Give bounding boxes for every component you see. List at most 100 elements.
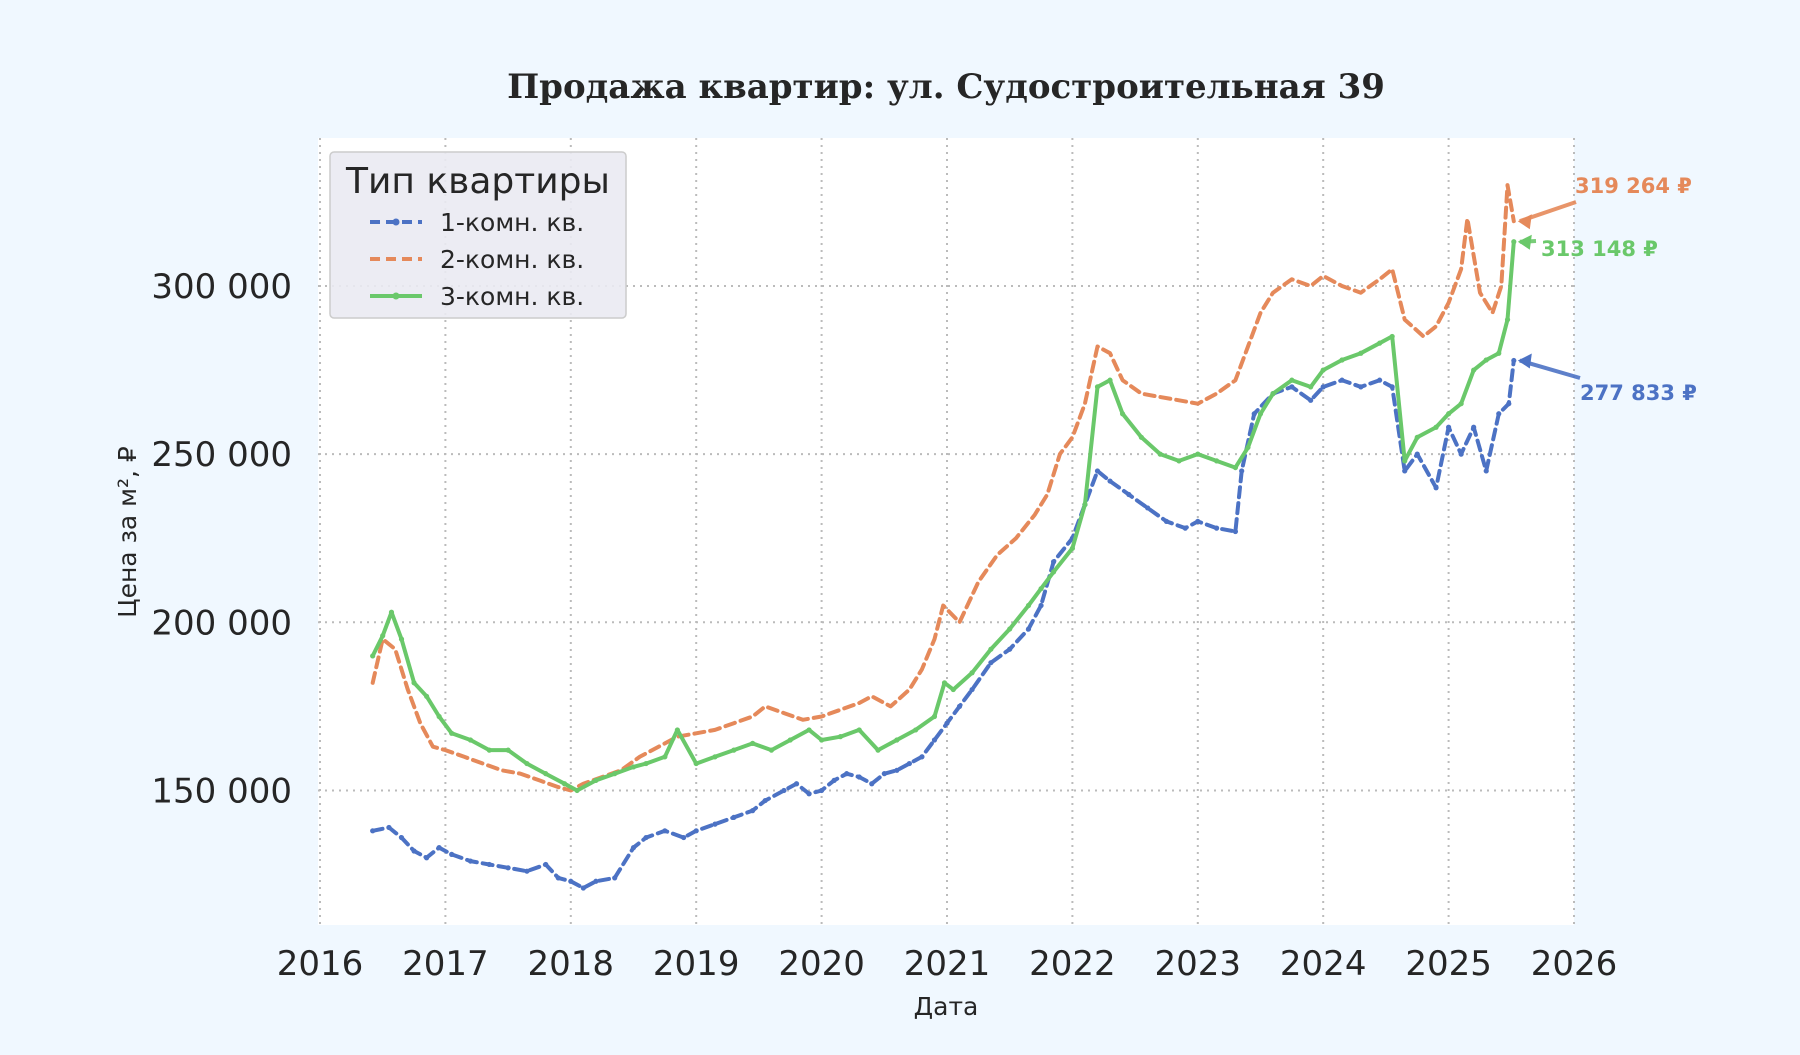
- series-1-point: [1358, 384, 1364, 390]
- series-3-point: [1082, 501, 1088, 508]
- x-tick-label-2016: 2016: [277, 944, 364, 984]
- series-1-point: [881, 771, 887, 777]
- series-1-point: [1308, 397, 1314, 403]
- series-3-point: [1289, 377, 1295, 383]
- series-1-point: [731, 814, 737, 820]
- series-1-point: [1339, 377, 1345, 383]
- series-1-point: [1402, 468, 1408, 474]
- series-3-point: [1504, 317, 1511, 323]
- end-labels: 277 833 ₽ 319 264 ₽ 313 148 ₽: [1517, 174, 1697, 405]
- series-1-point: [944, 720, 950, 726]
- series-3-point: [423, 693, 430, 699]
- series-1-point: [906, 760, 912, 767]
- series-1-point: [831, 777, 837, 783]
- series-1-point: [1163, 518, 1170, 525]
- series-1-point: [693, 828, 699, 834]
- series-1-point: [555, 875, 561, 881]
- x-tick-label-2018: 2018: [528, 944, 615, 984]
- series-1-point: [712, 821, 718, 827]
- series-1-point: [467, 858, 474, 864]
- series-3-point: [1257, 411, 1264, 417]
- series-3-point: [593, 777, 599, 783]
- series-3-point: [380, 633, 386, 639]
- series-3-point: [750, 740, 756, 746]
- series-3-point: [630, 764, 637, 770]
- x-tick-label-2017: 2017: [402, 944, 489, 984]
- series-1-point: [580, 885, 586, 891]
- series-3-point: [1119, 411, 1126, 417]
- end-arrowhead-3: [1517, 234, 1532, 250]
- series-3-point: [1446, 411, 1452, 417]
- end-label-3: 313 148 ₽: [1541, 237, 1658, 261]
- series-1-point: [398, 834, 405, 841]
- series-1-point: [1145, 505, 1151, 511]
- x-tick-label-2023: 2023: [1155, 944, 1242, 984]
- y-tick-label-250000: 250 000: [151, 435, 292, 475]
- x-tick-labels: 2016 2017 2018 2019 2020 2021 2022 2023 2024 2025…: [277, 944, 1618, 984]
- series-1: [370, 357, 1517, 891]
- series-3-point: [436, 713, 442, 720]
- series-1-point: [1182, 525, 1188, 531]
- series-1-point: [856, 774, 862, 780]
- chart-title: Продажа квартир: ул. Судостроительная 39: [507, 67, 1385, 107]
- series-3-point: [1050, 569, 1057, 575]
- series-3-point: [950, 686, 956, 693]
- series-3-point: [1214, 458, 1220, 464]
- series-1-point: [1433, 485, 1439, 491]
- series-3-point: [768, 747, 775, 753]
- series-line-2: [370, 183, 1516, 793]
- series-3-point: [1025, 602, 1032, 609]
- series-1-point: [449, 851, 455, 857]
- series-1-point: [1483, 468, 1489, 474]
- series-3-point: [1038, 586, 1044, 592]
- legend-marker-1: [392, 218, 400, 226]
- series-3-point: [1483, 357, 1489, 363]
- series-1-point: [1511, 357, 1517, 364]
- series-1-point: [486, 861, 492, 868]
- series-1-point: [1126, 491, 1132, 498]
- y-axis-label: Цена за м², ₽: [113, 446, 142, 618]
- series-3-point: [612, 771, 618, 777]
- series-line-3: [370, 239, 1516, 793]
- series-3-point: [1320, 367, 1326, 373]
- series-1-point: [1094, 468, 1101, 474]
- legend-entry-3: 3-комн. кв.: [370, 282, 584, 311]
- series-3-point: [1458, 401, 1464, 407]
- series-1-point: [1389, 384, 1395, 390]
- series-1-point: [543, 861, 549, 868]
- series-3-point: [1414, 434, 1420, 440]
- series-1-point: [612, 875, 618, 881]
- series-3-point: [1195, 451, 1201, 457]
- series-1-point: [1377, 377, 1383, 383]
- series-3-point: [913, 727, 919, 733]
- series-3-point: [693, 760, 699, 767]
- series-1-point: [762, 797, 768, 804]
- series-1-point: [806, 791, 812, 797]
- series-3-point: [1358, 350, 1364, 356]
- series-1-point: [662, 828, 668, 834]
- x-tick-label-2019: 2019: [653, 944, 740, 984]
- series-1-point: [681, 834, 687, 841]
- series-3-point: [1138, 434, 1144, 440]
- series-3-point: [941, 680, 948, 686]
- series-1-point: [568, 878, 574, 884]
- series-1-point: [1195, 518, 1201, 525]
- series-1-point: [781, 787, 787, 794]
- series-1-point: [869, 781, 875, 787]
- series-1-point: [894, 767, 900, 773]
- series-1-point: [931, 737, 938, 743]
- series-3-point: [662, 754, 668, 760]
- legend-label-2: 2-комн. кв.: [440, 245, 584, 274]
- series-3-point: [643, 760, 649, 767]
- x-axis-label: Дата: [914, 992, 979, 1021]
- series-3-point: [1270, 391, 1276, 397]
- y-tick-label-300000: 300 000: [151, 267, 292, 307]
- series-3-point: [674, 727, 680, 733]
- series-3-point: [561, 781, 568, 787]
- y-tick-label-150000: 150 000: [151, 771, 292, 811]
- series-1-point: [1251, 411, 1257, 417]
- series-3-point: [1389, 333, 1395, 340]
- series-3-point: [1433, 424, 1439, 430]
